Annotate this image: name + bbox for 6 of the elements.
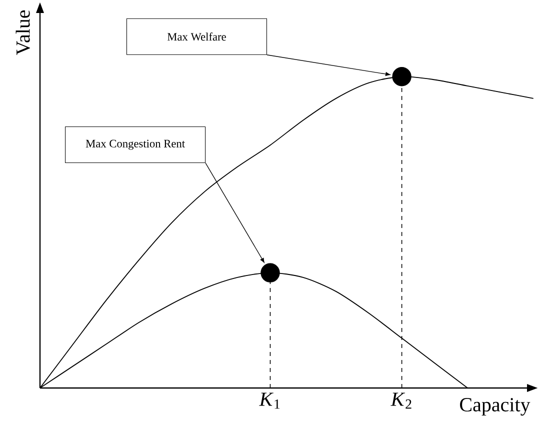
y-axis-title: Value [16, 10, 30, 56]
x-axis-title: Capacity [460, 398, 530, 416]
x-tick-label: K$_{1}$ [259, 392, 280, 409]
text: Max Welfare [167, 32, 226, 41]
x-tick-label: K$_{2}$ [390, 392, 412, 409]
annotation: Max Congestion Rent [86, 140, 185, 150]
